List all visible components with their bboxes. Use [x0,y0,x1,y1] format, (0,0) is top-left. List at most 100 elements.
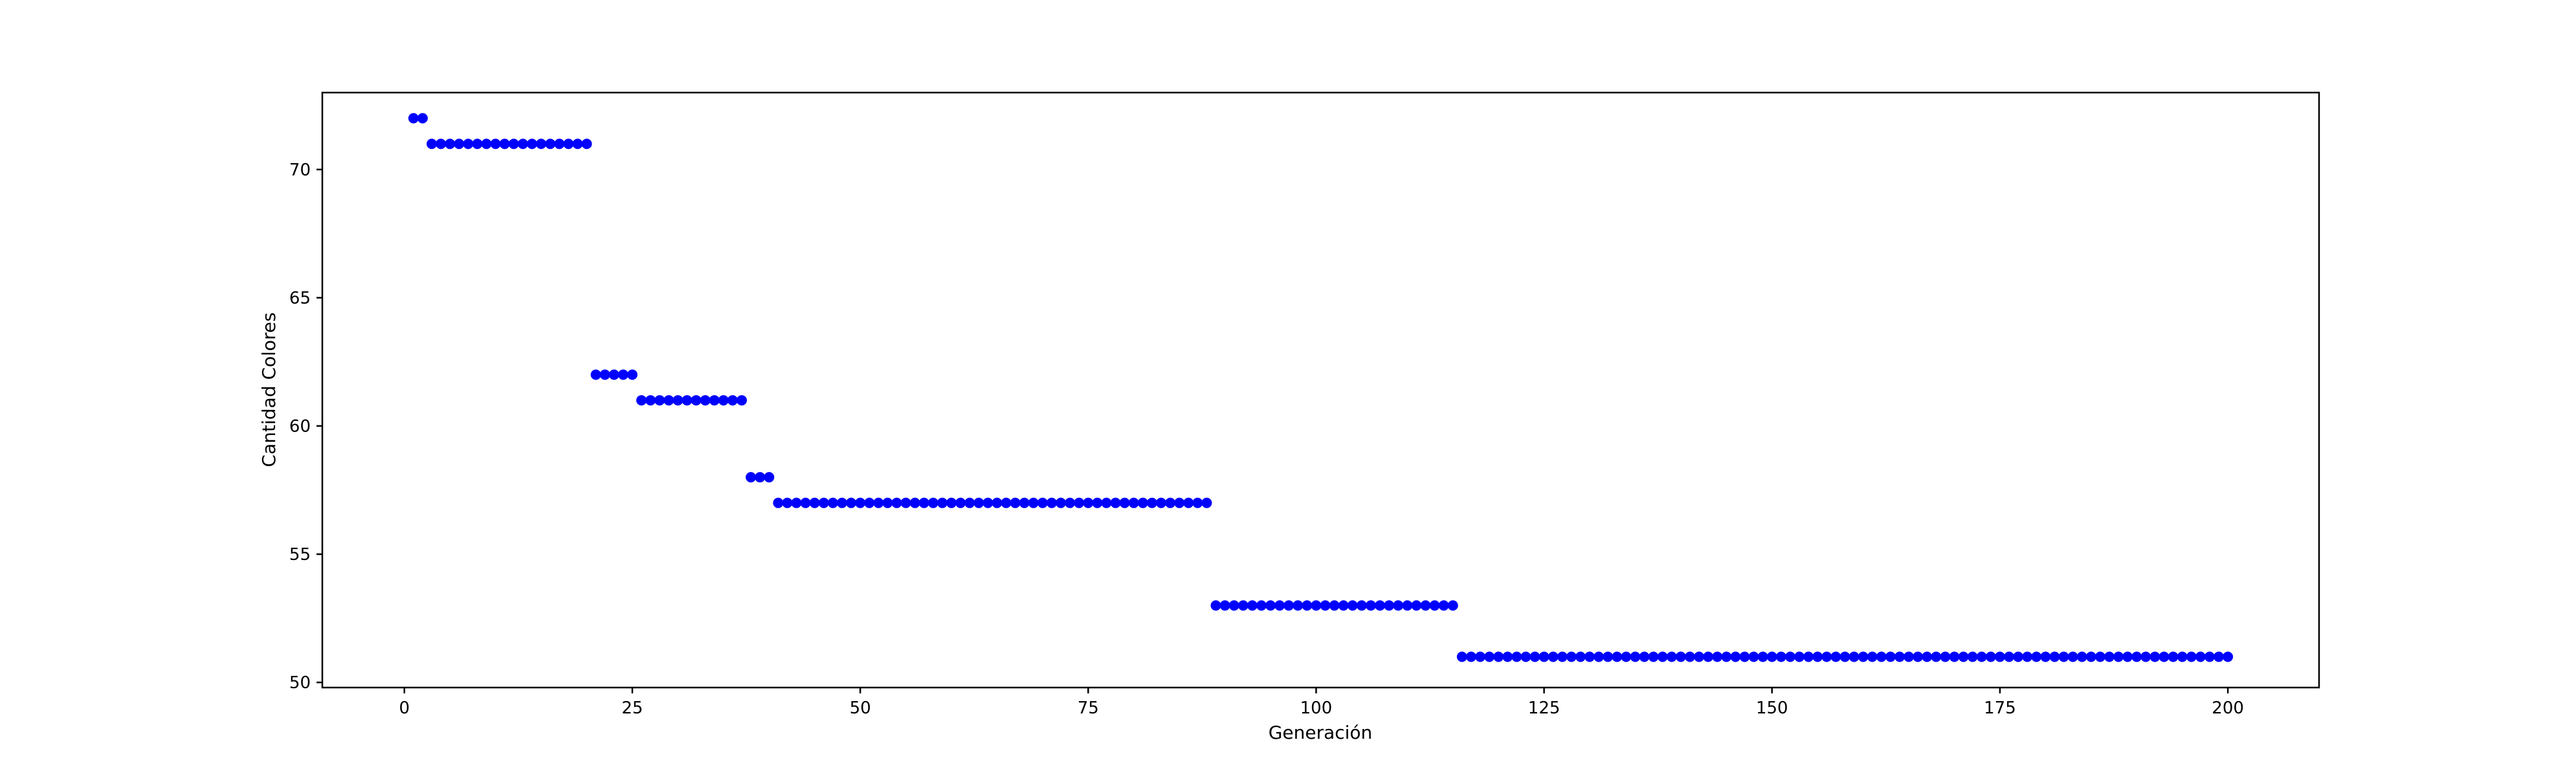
data-point [427,139,438,150]
data-point [755,472,766,483]
data-point [2113,651,2124,662]
y-tick-label: 50 [289,673,311,693]
data-point [1830,651,1841,662]
data-point [1484,651,1495,662]
data-point [1320,600,1331,611]
data-point [955,497,966,508]
data-point [1146,497,1157,508]
data-point [1046,497,1057,508]
data-point [846,497,857,508]
data-point [1584,651,1595,662]
data-point [2094,651,2105,662]
data-point [1712,651,1723,662]
data-point [1985,651,1996,662]
data-point [1356,600,1367,611]
data-point [1639,651,1650,662]
data-point [1083,497,1094,508]
data-point [1557,651,1568,662]
data-point [1529,651,1540,662]
data-point [1885,651,1896,662]
data-point [983,497,994,508]
data-point [1365,600,1376,611]
data-point [1338,600,1349,611]
data-point [1520,651,1531,662]
data-point [873,497,884,508]
data-point [1092,497,1103,508]
data-point [1210,600,1221,611]
data-point [454,139,465,150]
data-point [2131,651,2142,662]
data-point [436,139,447,150]
data-point [836,497,847,508]
data-point [1904,651,1915,662]
data-point [992,497,1003,508]
data-point [809,497,820,508]
data-point [1465,651,1476,662]
data-point [508,139,519,150]
data-point [2195,651,2206,662]
data-point [1784,651,1795,662]
data-point [1994,651,2005,662]
data-point [1247,600,1258,611]
data-point [2076,651,2087,662]
data-point [1867,651,1878,662]
data-point [1265,600,1276,611]
plot-frame [321,91,2320,689]
data-point [1402,600,1413,611]
data-point [1420,600,1431,611]
data-point [1685,651,1696,662]
y-tick-label: 70 [289,161,311,180]
data-point [682,395,693,406]
data-point [590,369,601,380]
data-point [554,139,565,150]
data-point [1730,651,1741,662]
data-point [764,472,775,483]
data-point [946,497,957,508]
data-point [1493,651,1504,662]
data-point [2031,651,2042,662]
data-point [1794,651,1805,662]
data-point [2140,651,2151,662]
data-point [1766,651,1777,662]
data-point [1128,497,1139,508]
data-point [599,369,610,380]
x-tick-label: 25 [621,699,643,718]
data-point [718,395,729,406]
data-point [2122,651,2133,662]
data-point [1612,651,1623,662]
data-point [1603,651,1614,662]
data-point [691,395,702,406]
data-point [2149,651,2160,662]
data-point [1913,651,1924,662]
data-point [1201,497,1212,508]
data-point [1748,651,1759,662]
data-point [2223,651,2234,662]
data-point [1384,600,1395,611]
data-point [608,369,619,380]
data-point [1456,651,1467,662]
data-point [481,139,492,150]
data-point [964,497,975,508]
data-point [2159,651,2170,662]
data-point [2168,651,2179,662]
data-point [654,395,665,406]
data-point [1511,651,1522,662]
data-point [572,139,583,150]
data-point [2004,651,2015,662]
data-point [818,497,829,508]
x-tick-label: 75 [1078,699,1099,718]
data-point [1183,497,1194,508]
x-axis: 0 25 50 75 100 125 150 175 200 [399,688,2244,718]
data-point [1375,600,1386,611]
data-point [1839,651,1850,662]
data-point [791,497,802,508]
data-point [1876,651,1887,662]
data-point [1228,600,1239,611]
data-point [1849,651,1860,662]
data-point [1721,651,1732,662]
data-point [1593,651,1604,662]
data-point [918,497,929,508]
data-point [2040,651,2051,662]
data-point [499,139,510,150]
data-point [782,497,793,508]
